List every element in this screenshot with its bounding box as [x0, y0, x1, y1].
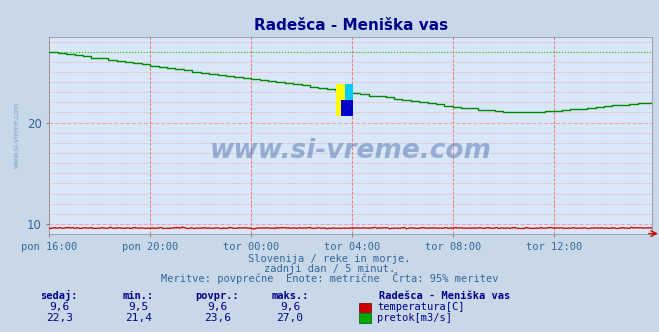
Text: www.si-vreme.com: www.si-vreme.com: [210, 138, 492, 164]
Text: 9,6: 9,6: [280, 302, 300, 312]
Text: 23,6: 23,6: [204, 313, 231, 323]
Text: pretok[m3/s]: pretok[m3/s]: [377, 313, 452, 323]
Text: Meritve: povprečne  Enote: metrične  Črta: 95% meritev: Meritve: povprečne Enote: metrične Črta:…: [161, 272, 498, 284]
Text: 21,4: 21,4: [125, 313, 152, 323]
Text: povpr.:: povpr.:: [196, 291, 239, 301]
Text: 27,0: 27,0: [277, 313, 303, 323]
Text: 9,5: 9,5: [129, 302, 148, 312]
Title: Radešca - Meniška vas: Radešca - Meniška vas: [254, 18, 448, 33]
Text: 9,6: 9,6: [208, 302, 227, 312]
Text: min.:: min.:: [123, 291, 154, 301]
Text: Slovenija / reke in morje.: Slovenija / reke in morje.: [248, 254, 411, 264]
Text: 9,6: 9,6: [49, 302, 69, 312]
Text: temperatura[C]: temperatura[C]: [377, 302, 465, 312]
Text: www.si-vreme.com: www.si-vreme.com: [13, 102, 19, 168]
Text: maks.:: maks.:: [272, 291, 308, 301]
Bar: [345, 84, 353, 116]
Text: zadnji dan / 5 minut.: zadnji dan / 5 minut.: [264, 264, 395, 274]
Text: Radešca - Meniška vas: Radešca - Meniška vas: [379, 291, 510, 301]
Bar: [336, 84, 345, 116]
Text: 22,3: 22,3: [46, 313, 72, 323]
Text: sedaj:: sedaj:: [41, 290, 78, 301]
Bar: [341, 100, 353, 116]
